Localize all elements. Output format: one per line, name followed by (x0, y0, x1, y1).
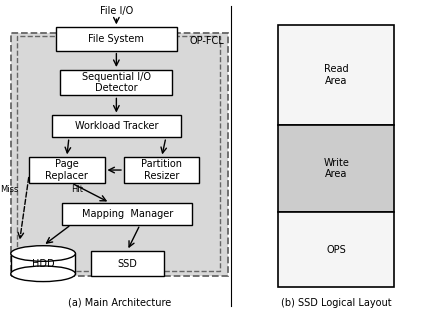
Text: SSD: SSD (117, 259, 137, 269)
Text: (b) SSD Logical Layout: (b) SSD Logical Layout (280, 298, 390, 308)
Text: Hit: Hit (71, 185, 83, 193)
Text: Page
Replacer: Page Replacer (45, 159, 88, 181)
Text: Read
Area: Read Area (323, 64, 348, 85)
Bar (29, 157, 104, 183)
Bar (277, 124, 393, 212)
Text: (a) Main Architecture: (a) Main Architecture (68, 298, 171, 308)
Bar (17, 36, 219, 271)
Bar (62, 203, 191, 225)
Text: File System: File System (88, 34, 144, 44)
Text: Workload Tracker: Workload Tracker (74, 121, 158, 131)
Text: HDD: HDD (32, 259, 54, 269)
Bar (90, 251, 163, 276)
Text: File I/O: File I/O (99, 6, 133, 16)
Bar (56, 27, 176, 51)
Text: Write
Area: Write Area (322, 158, 348, 179)
Bar (277, 212, 393, 287)
Bar (52, 115, 181, 137)
Text: Mapping  Manager: Mapping Manager (81, 209, 172, 219)
Text: OPS: OPS (326, 245, 345, 255)
Bar (11, 33, 228, 276)
Bar (124, 157, 199, 183)
Ellipse shape (11, 266, 75, 281)
Ellipse shape (11, 246, 75, 261)
Text: OP-FCL: OP-FCL (189, 36, 224, 46)
Bar (277, 25, 393, 124)
Bar (11, 253, 75, 274)
Text: Sequential I/O
Detector: Sequential I/O Detector (82, 72, 150, 94)
Text: Miss: Miss (0, 185, 19, 193)
Bar (60, 70, 172, 95)
Text: Partition
Resizer: Partition Resizer (141, 159, 182, 181)
